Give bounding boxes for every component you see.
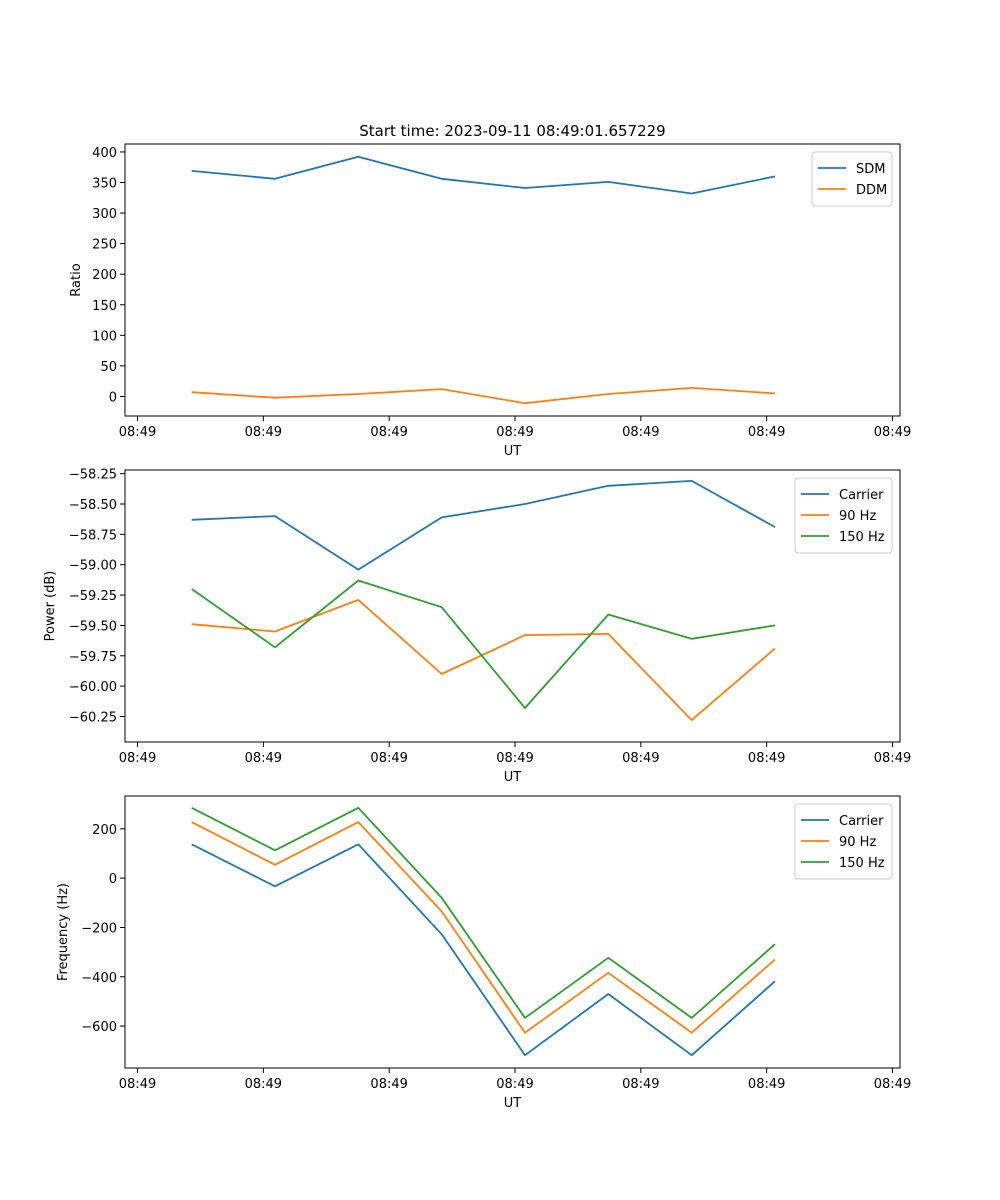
y-tick-label: −58.75 [69, 528, 117, 543]
legend-label: Carrier [839, 488, 884, 503]
subplot-2: 08:49 08:49 08:49 08:49 08:49 08:49 08:49 UT −58… [43, 468, 911, 785]
figure-title: Start time: 2023-09-11 08:49:01.657229 [359, 122, 665, 140]
x-axis-label: UT [504, 770, 522, 785]
legend-label: SDM [856, 162, 885, 177]
axes-frame [124, 469, 901, 743]
x-tick-label: 08:49 [496, 425, 533, 440]
y-tick-label: 250 [92, 238, 117, 253]
legend-label: 150 Hz [839, 856, 885, 871]
x-tick-label: 08:49 [622, 751, 659, 766]
series-line-150-hz [191, 579, 776, 709]
x-tick-label: 08:49 [622, 1077, 659, 1092]
plots-container: 08:49 08:49 08:49 08:49 08:49 08:49 08:49 UT 0 50… [43, 143, 911, 1111]
x-tick-label: 08:49 [370, 425, 407, 440]
series-line-90-hz [191, 599, 776, 721]
y-tick-label: 350 [92, 177, 117, 192]
subplot-1: 08:49 08:49 08:49 08:49 08:49 08:49 08:49 UT 0 50… [69, 143, 911, 459]
y-tick-label: −600 [81, 1020, 117, 1035]
x-tick-label: 08:49 [370, 751, 407, 766]
legend: Carrier 90 Hz 150 Hz [794, 803, 893, 880]
series-line-sdm [191, 155, 776, 195]
axes-frame [124, 795, 901, 1069]
y-tick-label: 300 [92, 207, 117, 222]
subplot-3: 08:49 08:49 08:49 08:49 08:49 08:49 08:49 UT 200… [56, 795, 911, 1111]
legend-label: 90 Hz [839, 835, 876, 850]
x-tick-label: 08:49 [748, 425, 785, 440]
y-tick-label: −59.50 [69, 619, 117, 634]
y-tick-label: −58.25 [69, 468, 117, 483]
y-tick-label: 100 [92, 329, 117, 344]
y-tick-label: −60.25 [69, 711, 117, 726]
y-axis-label: Ratio [69, 263, 84, 296]
y-tick-label: 50 [100, 360, 117, 375]
y-tick-label: −59.25 [69, 589, 117, 604]
x-tick-label: 08:49 [748, 751, 785, 766]
x-tick-label: 08:49 [874, 1077, 911, 1092]
y-tick-label: 0 [109, 390, 117, 405]
legend: SDM DDM [811, 151, 893, 207]
legend-box [794, 477, 893, 554]
y-tick-label: −200 [81, 921, 117, 936]
x-axis-label: UT [504, 1096, 522, 1111]
legend: Carrier 90 Hz 150 Hz [794, 477, 893, 554]
y-tick-label: 150 [92, 299, 117, 314]
y-tick-label: −400 [81, 971, 117, 986]
y-tick-label: 200 [92, 268, 117, 283]
legend-label: DDM [856, 183, 887, 198]
x-tick-label: 08:49 [119, 1077, 156, 1092]
x-tick-label: 08:49 [245, 1077, 282, 1092]
series-line-90-hz [191, 821, 776, 1034]
x-tick-label: 08:49 [119, 751, 156, 766]
y-axis-label: Frequency (Hz) [56, 883, 71, 981]
y-tick-label: −58.50 [69, 498, 117, 513]
y-tick-label: 0 [109, 872, 117, 887]
y-tick-label: −59.75 [69, 650, 117, 665]
x-tick-label: 08:49 [370, 1077, 407, 1092]
y-tick-label: −60.00 [69, 680, 117, 695]
x-tick-label: 08:49 [496, 751, 533, 766]
series-line-carrier [191, 479, 776, 571]
legend-box [811, 151, 893, 207]
x-tick-label: 08:49 [496, 1077, 533, 1092]
series-line-150-hz [191, 806, 776, 1019]
x-tick-label: 08:49 [874, 425, 911, 440]
legend-label: Carrier [839, 814, 884, 829]
y-tick-label: −59.00 [69, 559, 117, 574]
x-tick-label: 08:49 [119, 425, 156, 440]
x-tick-label: 08:49 [622, 425, 659, 440]
x-tick-label: 08:49 [245, 751, 282, 766]
x-tick-label: 08:49 [874, 751, 911, 766]
y-tick-label: 400 [92, 146, 117, 161]
legend-label: 150 Hz [839, 530, 885, 545]
legend-label: 90 Hz [839, 509, 876, 524]
y-tick-label: 200 [92, 823, 117, 838]
x-tick-label: 08:49 [245, 425, 282, 440]
axes-frame [124, 143, 901, 417]
x-tick-label: 08:49 [748, 1077, 785, 1092]
legend-box [794, 803, 893, 880]
series-line-carrier [191, 843, 776, 1057]
x-axis-label: UT [504, 444, 522, 459]
series-line-ddm [191, 386, 776, 405]
y-axis-label: Power (dB) [43, 571, 58, 642]
